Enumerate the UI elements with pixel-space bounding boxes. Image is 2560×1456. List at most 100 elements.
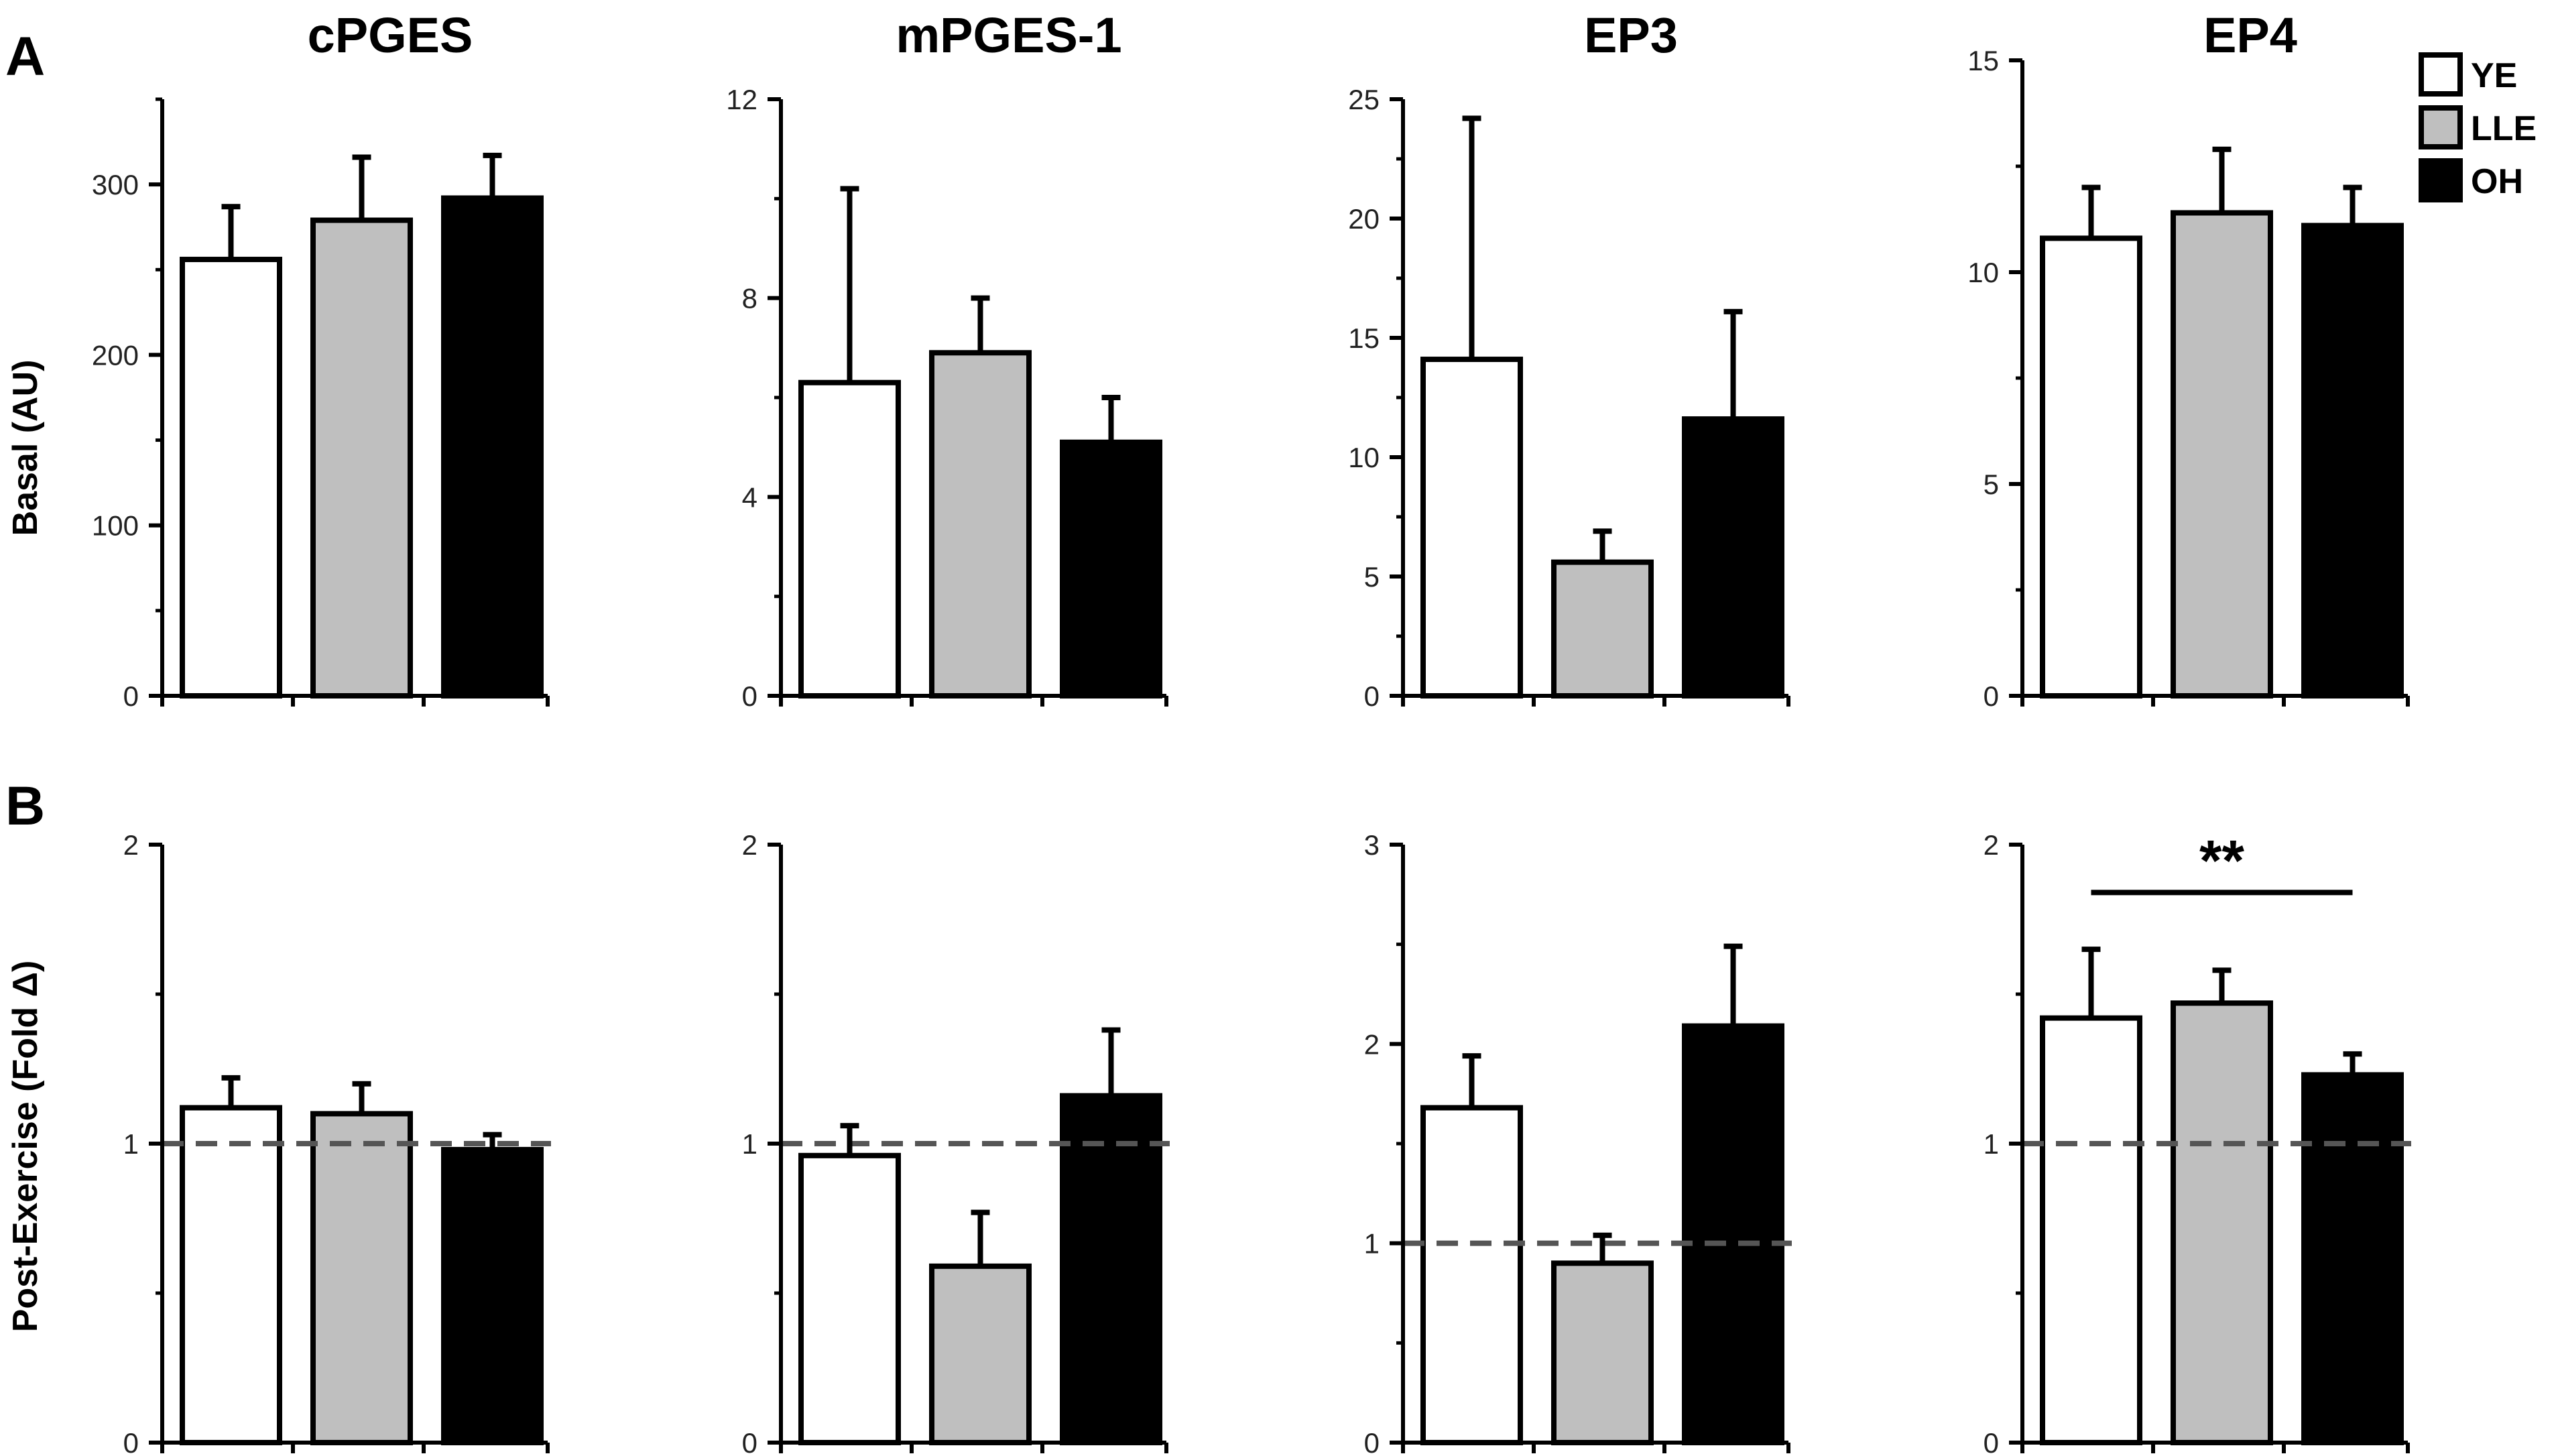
bar-a-cpges-lle (310, 217, 413, 699)
bar-b-mpges-1-lle (929, 1263, 1032, 1445)
bar-a-mpges-1-lle (929, 350, 1032, 699)
bar-b-ep4-lle (2171, 1000, 2273, 1445)
error-bar-a-ep4-oh (2343, 184, 2362, 226)
chart-basal-cpges: cPGES 0 100 200 300 (92, 7, 550, 712)
bar-b-mpges-1-oh (1060, 1093, 1162, 1445)
bar-a-cpges-oh (441, 195, 544, 699)
panel-letter-b: B (5, 776, 45, 837)
legend-label-oh: OH (2471, 162, 2523, 201)
y-tick-label-a-ep3: 5 (1364, 561, 1380, 593)
y-tick-label-b-ep3: 0 (1364, 1427, 1380, 1456)
bar-b-ep3-lle (1551, 1260, 1654, 1446)
y-tick-label-a-ep3: 0 (1364, 680, 1380, 712)
bar-b-cpges-oh (441, 1146, 544, 1446)
legend: YE LLE OH (2419, 52, 2537, 202)
error-bar-a-ep3-lle (1593, 528, 1612, 562)
error-bar-b-cpges-lle (352, 1081, 371, 1114)
panel-letter-a: A (5, 26, 45, 87)
y-tick-label-b-mpges-1: 0 (742, 1427, 757, 1456)
y-tick-label-b-ep4: 1 (1984, 1128, 1999, 1160)
y-axis-title-post-exercise: Post-Exercise (Fold Δ) (6, 961, 45, 1333)
error-bar-a-ep3-ye (1462, 115, 1481, 360)
y-tick-label-b-cpges: 0 (123, 1427, 139, 1456)
y-tick-label-a-mpges-1: 4 (742, 481, 757, 513)
chart-title-ep4: EP4 (2203, 7, 2297, 63)
error-bar-b-ep4-lle (2212, 967, 2232, 1004)
y-axis-title-basal: Basal (AU) (6, 360, 45, 536)
error-bar-b-mpges-1-lle (971, 1209, 990, 1266)
bar-a-ep4-ye (2040, 235, 2142, 699)
y-tick-label-a-mpges-1: 12 (726, 84, 757, 115)
chart-title-ep3: EP3 (1584, 7, 1678, 63)
bar-a-ep4-lle (2171, 210, 2273, 699)
y-tick-label-b-mpges-1: 2 (742, 829, 757, 861)
error-bar-b-ep3-lle (1593, 1232, 1612, 1264)
bar-b-ep3-ye (1420, 1105, 1523, 1445)
error-bar-b-cpges-oh (483, 1132, 502, 1150)
y-tick-label-a-ep3: 10 (1348, 442, 1380, 473)
legend-label-ye: YE (2471, 56, 2517, 95)
y-tick-label-b-ep3: 1 (1364, 1228, 1380, 1260)
legend-swatch-oh (2419, 158, 2463, 202)
y-tick-label-a-mpges-1: 8 (742, 283, 757, 314)
chart-basal-ep3: EP3 0 5 10 15 20 25 (1348, 7, 1790, 712)
error-bar-a-mpges-1-ye (840, 186, 859, 383)
legend-swatch-lle (2419, 105, 2463, 149)
bar-b-ep3-oh (1682, 1023, 1784, 1446)
chart-title-mpges-1: mPGES-1 (896, 7, 1121, 63)
chart-post-exercise-mpges-1: 0 1 2 (742, 829, 1170, 1456)
y-tick-label-b-cpges: 1 (123, 1128, 139, 1160)
y-tick-label-a-cpges: 300 (92, 169, 139, 200)
error-bar-b-ep4-ye (2081, 947, 2101, 1018)
y-tick-label-a-ep3: 15 (1348, 322, 1380, 354)
bar-a-ep4-oh (2301, 223, 2404, 699)
y-tick-label-a-cpges: 0 (123, 680, 139, 712)
bar-a-ep3-lle (1551, 559, 1654, 699)
y-tick-label-a-ep4: 0 (1984, 680, 1999, 712)
error-bar-a-cpges-lle (352, 154, 371, 221)
chart-post-exercise-ep4: 0 1 2 ** (1984, 829, 2411, 1456)
legend-swatch-ye (2419, 52, 2463, 97)
bar-b-mpges-1-ye (798, 1152, 901, 1445)
chart-post-exercise-ep3: 0 1 2 3 (1364, 829, 1792, 1456)
bar-a-mpges-1-ye (798, 379, 901, 699)
bar-b-cpges-lle (310, 1111, 413, 1446)
error-bar-a-mpges-1-oh (1101, 395, 1121, 442)
bar-b-ep4-oh (2301, 1072, 2404, 1446)
error-bar-a-cpges-ye (221, 204, 241, 260)
y-tick-label-a-ep4: 10 (1967, 257, 1999, 288)
error-bar-b-ep3-oh (1723, 943, 1743, 1026)
error-bar-a-cpges-oh (483, 152, 502, 198)
y-tick-label-a-ep4: 15 (1967, 45, 1999, 76)
y-tick-label-b-cpges: 2 (123, 829, 139, 861)
y-tick-label-a-ep3: 25 (1348, 84, 1380, 115)
y-tick-label-b-ep3: 2 (1364, 1028, 1380, 1060)
error-bar-b-mpges-1-oh (1101, 1027, 1121, 1096)
bar-b-cpges-ye (180, 1105, 282, 1445)
chart-post-exercise-cpges: 0 1 2 (123, 829, 551, 1456)
legend-label-lle: LLE (2471, 109, 2537, 148)
y-tick-label-a-cpges: 100 (92, 510, 139, 542)
error-bar-b-cpges-ye (221, 1075, 241, 1108)
y-tick-label-b-ep4: 0 (1984, 1427, 1999, 1456)
error-bar-b-ep3-ye (1462, 1053, 1481, 1108)
bar-a-cpges-ye (180, 257, 282, 699)
error-bar-a-ep4-ye (2081, 184, 2101, 239)
chart-basal-mpges-1: mPGES-1 0 4 8 12 (726, 7, 1168, 712)
y-tick-label-a-ep4: 5 (1984, 469, 1999, 500)
y-tick-label-a-cpges: 200 (92, 339, 139, 371)
error-bar-a-ep3-oh (1723, 308, 1743, 420)
bar-a-mpges-1-oh (1060, 439, 1162, 699)
error-bar-a-mpges-1-lle (971, 295, 990, 353)
error-bar-b-ep4-oh (2343, 1051, 2362, 1075)
significance-label-b-ep4: ** (2199, 829, 2244, 893)
bar-a-ep3-ye (1420, 357, 1523, 699)
y-tick-label-b-ep3: 3 (1364, 829, 1380, 861)
y-tick-label-a-ep3: 20 (1348, 203, 1380, 235)
bar-b-ep4-ye (2040, 1015, 2142, 1446)
error-bar-b-mpges-1-ye (840, 1123, 859, 1156)
error-bar-a-ep4-lle (2212, 146, 2232, 213)
chart-basal-ep4: EP4 0 5 10 15 (1967, 7, 2410, 712)
bar-a-ep3-oh (1682, 416, 1784, 699)
